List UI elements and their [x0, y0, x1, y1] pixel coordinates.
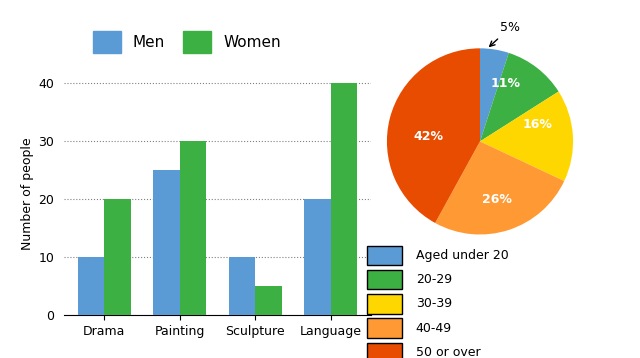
Bar: [331, 83, 357, 315]
Y-axis label: Number of people: Number of people: [21, 137, 34, 250]
Text: 20-29: 20-29: [416, 273, 452, 286]
Text: 42%: 42%: [414, 130, 444, 143]
FancyBboxPatch shape: [367, 270, 403, 289]
Text: 26%: 26%: [482, 193, 512, 205]
Wedge shape: [480, 48, 509, 141]
Wedge shape: [435, 141, 564, 234]
Text: 5%: 5%: [490, 21, 520, 46]
Wedge shape: [480, 53, 559, 141]
Legend: Men, Women: Men, Women: [87, 25, 287, 59]
Text: 40-49: 40-49: [416, 321, 452, 335]
Wedge shape: [387, 48, 480, 223]
Text: 50 or over: 50 or over: [416, 346, 481, 358]
Bar: [255, 286, 282, 315]
Bar: [154, 170, 180, 315]
FancyBboxPatch shape: [367, 343, 403, 358]
Bar: [104, 199, 131, 315]
Bar: [305, 199, 331, 315]
Text: Aged under 20: Aged under 20: [416, 249, 509, 262]
Bar: [180, 141, 206, 315]
FancyBboxPatch shape: [367, 246, 403, 265]
Bar: [78, 257, 104, 315]
Bar: [229, 257, 255, 315]
FancyBboxPatch shape: [367, 319, 403, 338]
Text: 30-39: 30-39: [416, 297, 452, 310]
FancyBboxPatch shape: [367, 294, 403, 314]
Text: 16%: 16%: [523, 118, 553, 131]
Wedge shape: [480, 92, 573, 181]
Text: 11%: 11%: [491, 77, 521, 90]
